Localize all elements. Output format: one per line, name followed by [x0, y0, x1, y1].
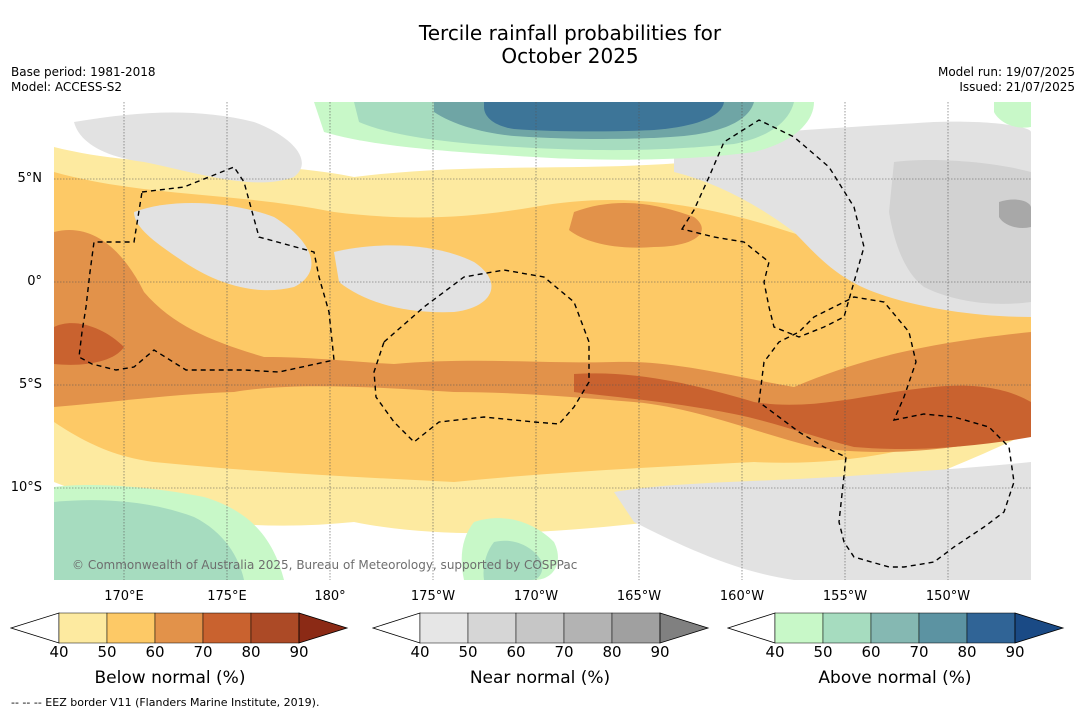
near-70-patch — [999, 199, 1031, 228]
title-line-1: Tercile rainfall probabilities for — [418, 21, 722, 45]
colorbar-below-svg — [9, 612, 349, 644]
colorbar-below-seg-40 — [58, 612, 108, 644]
lon-label-155w: 155°W — [822, 589, 868, 604]
colorbar-near-seg-80 — [611, 612, 661, 644]
near-50-region-central — [334, 245, 492, 313]
colorbar-above-normal — [726, 612, 1067, 648]
colorbar-near-tick: 50 — [458, 643, 478, 661]
colorbar-above-tick: 50 — [813, 643, 833, 661]
lat-label-eq: 0° — [27, 274, 42, 289]
colorbar-above-seg-50 — [822, 612, 872, 644]
colorbar-near-tick: 40 — [410, 643, 430, 661]
colorbar-below-min-arrow — [9, 612, 60, 644]
eez-kiribati-gilberts — [78, 166, 335, 373]
below-70-patch-upper — [569, 202, 702, 248]
colorbar-above-seg-70 — [918, 612, 968, 644]
lon-label-170w: 170°W — [513, 589, 559, 604]
lat-label-5s: 5°S — [18, 377, 42, 392]
below-70-region — [54, 230, 1031, 452]
colorbar-above-tick: 60 — [861, 643, 881, 661]
lon-label-165w: 165°W — [616, 589, 662, 604]
colorbar-below-tick: 90 — [289, 643, 309, 661]
above-50-patch-ne — [994, 102, 1031, 128]
colorbar-near-max-arrow — [659, 612, 710, 644]
colorbar-near-normal — [371, 612, 712, 648]
below-80-region — [54, 323, 124, 365]
colorbar-below-tick: 60 — [145, 643, 165, 661]
colorbar-above-seg-40 — [774, 612, 824, 644]
near-60-region-east — [889, 160, 1031, 304]
above-60-region-south-central — [483, 540, 543, 580]
lon-label-175w: 175°W — [410, 589, 456, 604]
gridlines — [54, 102, 1031, 580]
lon-label-170e: 170°E — [104, 589, 144, 604]
lat-label-10s: 10°S — [10, 480, 42, 495]
eez-tokelau — [373, 269, 590, 443]
map-canvas — [54, 102, 1031, 580]
issued-date: Issued: 21/07/2025 — [959, 80, 1075, 94]
colorbar-below-seg-60 — [154, 612, 204, 644]
lon-label-160w: 160°W — [719, 589, 765, 604]
meta-left: Base period: 1981-2018 Model: ACCESS-S2 — [11, 65, 156, 95]
colorbar-below-title: Below normal (%) — [94, 668, 246, 688]
colorbar-below-seg-70 — [202, 612, 252, 644]
colorbar-below-tick: 70 — [193, 643, 213, 661]
colorbar-above-seg-60 — [870, 612, 920, 644]
colorbar-near-seg-40 — [419, 612, 469, 644]
above-60-region-south — [54, 500, 244, 580]
colorbar-above-title: Above normal (%) — [818, 668, 972, 688]
eez-footnote: -- -- -- EEZ border V11 (Flanders Marine… — [11, 696, 320, 709]
probability-map — [54, 102, 1031, 580]
colorbar-above-max-arrow — [1014, 612, 1065, 644]
colorbar-above-tick: 80 — [957, 643, 977, 661]
colorbar-below-normal — [9, 612, 350, 648]
colorbar-above-svg — [726, 612, 1065, 644]
colorbar-above-tick: 40 — [765, 643, 785, 661]
near-50-region-south — [614, 462, 1031, 580]
colorbar-below-seg-80 — [250, 612, 300, 644]
colorbar-below-max-arrow — [298, 612, 349, 644]
eez-borders — [78, 119, 1015, 568]
colorbar-near-tick: 60 — [506, 643, 526, 661]
colorbar-near-tick: 70 — [554, 643, 574, 661]
colorbar-near-seg-50 — [467, 612, 517, 644]
colorbar-below-tick: 40 — [49, 643, 69, 661]
lat-label-5n: 5°N — [17, 171, 43, 186]
eez-line-islands — [680, 119, 865, 338]
title-line-2: October 2025 — [501, 44, 639, 68]
above-80-region-north — [484, 102, 724, 132]
lon-label-175e: 175°E — [207, 589, 247, 604]
colorbar-above-tick: 90 — [1005, 643, 1025, 661]
below-80-region-east — [574, 373, 1031, 449]
colorbar-below-seg-50 — [106, 612, 156, 644]
colorbar-above-tick: 70 — [909, 643, 929, 661]
model-run: Model run: 19/07/2025 — [937, 65, 1075, 79]
colorbar-near-svg — [371, 612, 710, 644]
colorbar-near-min-arrow — [371, 612, 421, 644]
eez-french-polynesia — [758, 296, 1015, 568]
colorbar-below-tick: 50 — [97, 643, 117, 661]
colorbar-near-seg-70 — [563, 612, 613, 644]
copyright-credit: © Commonwealth of Australia 2025, Bureau… — [72, 558, 578, 572]
near-50-region-nw — [74, 112, 302, 183]
colorbar-near-seg-60 — [515, 612, 565, 644]
lon-label-150w: 150°W — [925, 589, 971, 604]
colorbar-near-title: Near normal (%) — [469, 668, 611, 688]
lon-label-180: 180° — [314, 589, 346, 604]
near-50-region-west — [134, 202, 312, 291]
map-title: Tercile rainfall probabilities for Octob… — [0, 22, 1085, 68]
meta-right: Model run: 19/07/2025 Issued: 21/07/2025 — [938, 65, 1075, 95]
base-period: Base period: 1981-2018 — [11, 65, 156, 79]
colorbar-near-tick: 90 — [650, 643, 670, 661]
colorbar-near-tick: 80 — [602, 643, 622, 661]
model-name: Model: ACCESS-S2 — [11, 80, 123, 94]
colorbar-above-min-arrow — [726, 612, 776, 644]
colorbar-below-tick: 80 — [241, 643, 261, 661]
colorbar-above-seg-80 — [966, 612, 1016, 644]
